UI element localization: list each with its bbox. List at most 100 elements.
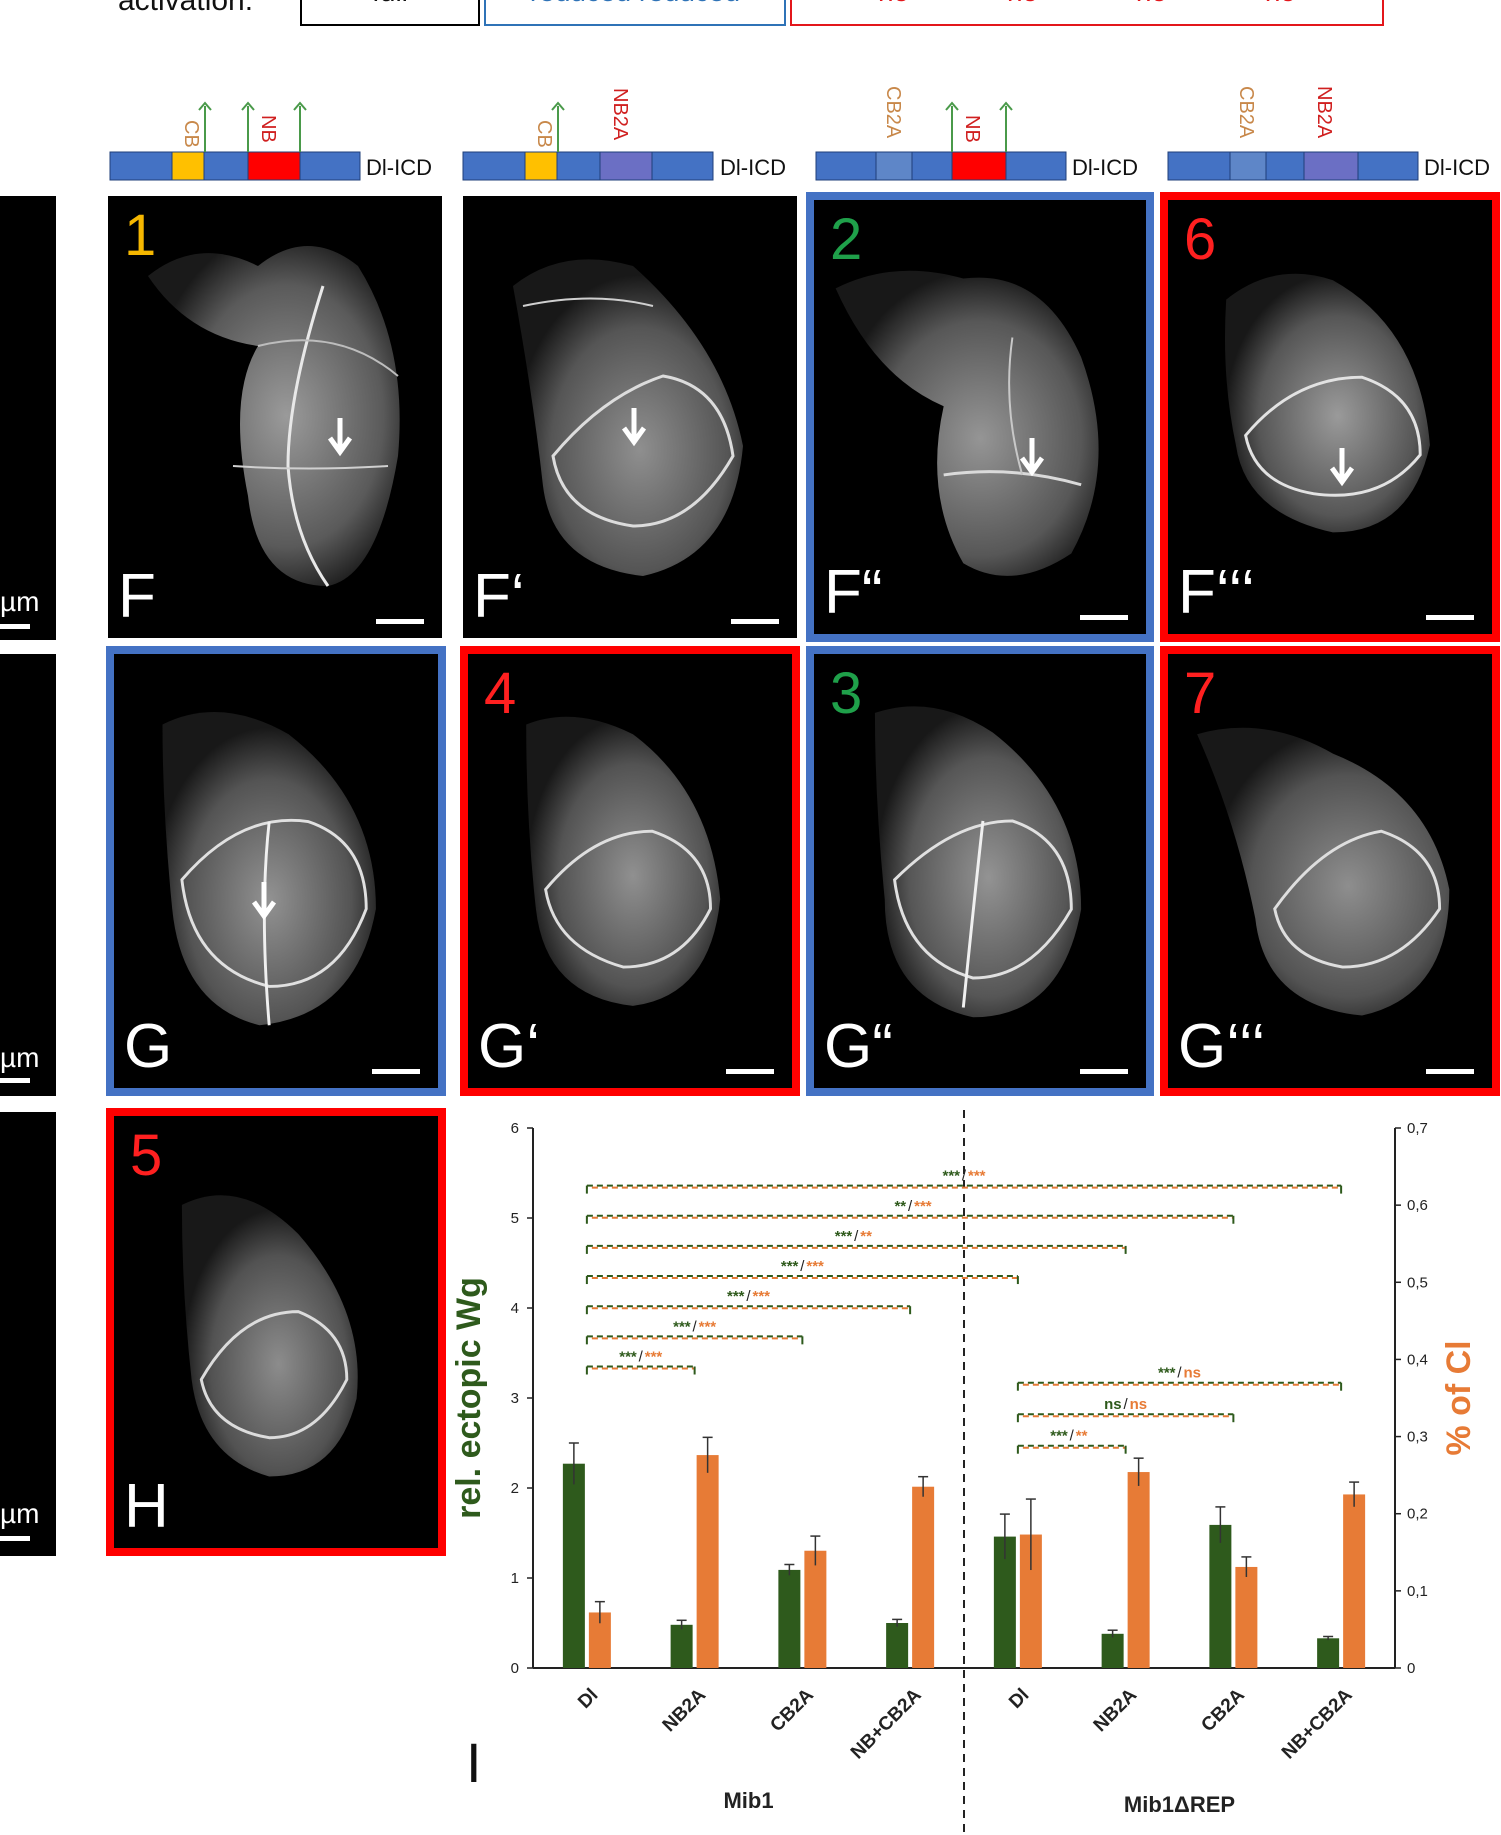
significance-label-green: ***	[673, 1318, 691, 1335]
significance-label-orange: ***	[806, 1258, 824, 1275]
panel-number: 5	[130, 1123, 163, 1188]
bar-green	[1101, 1633, 1124, 1668]
significance-label-orange: ***	[914, 1198, 932, 1215]
bar-orange	[804, 1550, 827, 1668]
bar-orange	[912, 1486, 935, 1668]
construct-name: Dl-ICD	[1072, 155, 1138, 180]
y2-axis-label: % of Cl	[1440, 1340, 1478, 1455]
activation-value: reduced	[530, 0, 631, 7]
x-tick-label: NB+CB2A	[847, 1684, 926, 1763]
significance-label-orange: ns	[1130, 1396, 1148, 1413]
image-panel-f-prime: F‘	[463, 196, 797, 638]
left-cropped-strip-2: µm	[0, 654, 56, 1096]
bar-chart: 0 1 2 3 4 5 6 0 0,1 0,2 0,3 0,4 0,5 0,6 0,7 rel. ectopi…	[450, 1110, 1478, 1835]
group-label: Mib1	[723, 1788, 773, 1813]
bar-green	[562, 1463, 585, 1668]
panel-number: 1	[124, 203, 157, 268]
panel-number: 2	[830, 207, 863, 272]
bar-green	[1209, 1524, 1232, 1668]
wing-disc-image	[148, 246, 400, 587]
arrow-icon	[327, 418, 353, 457]
x-tick-label: NB+CB2A	[1278, 1684, 1357, 1763]
significance-label-green: ***	[619, 1349, 637, 1366]
significance-label-green: ***	[1158, 1365, 1176, 1382]
scale-bar	[1080, 1069, 1128, 1074]
wing-disc-image	[526, 716, 721, 1006]
significance-separator: /	[1124, 1396, 1129, 1413]
image-panel-f: 1 F	[108, 196, 442, 638]
bar-orange	[696, 1455, 719, 1668]
scale-bar	[372, 1069, 420, 1074]
domain-label: CB2A	[882, 86, 904, 139]
activation-box-full: full	[300, 0, 480, 26]
significance-label-green: ***	[781, 1258, 799, 1275]
scale-bar	[1426, 1069, 1474, 1074]
construct-4: CB2A NB2A Dl-ICD	[1167, 86, 1490, 181]
significance-separator: /	[1177, 1365, 1182, 1382]
image-panel-f-double-prime: 2 F“	[806, 192, 1154, 642]
panel-number: 6	[1184, 207, 1217, 272]
activation-value: no	[1136, 0, 1167, 7]
image-panel-h: 5 H	[106, 1108, 446, 1556]
scale-bar	[1080, 615, 1128, 620]
arrow-icon	[1329, 448, 1355, 487]
significance-label-orange: ns	[1184, 1365, 1202, 1382]
chart-panel-label: I	[466, 1731, 482, 1794]
construct-3: CB2A NB Dl-ICD	[815, 86, 1138, 181]
construct-1: CB NB Dl-ICD	[109, 106, 432, 181]
activation-box-reduced: reduced reduced	[484, 0, 786, 26]
y2-tick-label: 0,7	[1407, 1120, 1428, 1137]
construct-schematics: CB NB Dl-ICD CB NB2A Dl-ICD CB2A NB Dl-I…	[109, 86, 1490, 181]
wing-disc-image	[513, 259, 743, 576]
x-tick-label: NB2A	[1090, 1684, 1142, 1736]
arrow-icon	[251, 882, 277, 921]
activation-box-no: no no no no	[790, 0, 1384, 26]
panel-label: G‘‘‘	[1178, 1012, 1266, 1081]
y-axis-label: rel. ectopic Wg	[450, 1277, 488, 1519]
domain-label: NB	[961, 115, 983, 143]
domain-label: CB	[180, 120, 202, 148]
y2-tick-label: 0,1	[1407, 1583, 1428, 1600]
significance-separator: /	[962, 1168, 967, 1185]
group-label: Mib1ΔREP	[1124, 1792, 1235, 1817]
significance-separator: /	[908, 1198, 913, 1215]
y-tick-label: 6	[511, 1120, 519, 1137]
significance-label-orange: ***	[968, 1168, 986, 1185]
significance-label-orange: **	[860, 1228, 872, 1245]
y-tick-label: 4	[511, 1300, 519, 1317]
construct-2: CB NB2A Dl-ICD	[462, 88, 786, 181]
y2-tick-label: 0	[1407, 1660, 1415, 1677]
scale-bar	[1426, 615, 1474, 620]
significance-label-green: ***	[727, 1288, 745, 1305]
arrow-icon	[621, 408, 647, 447]
panel-label: F‘	[473, 562, 525, 631]
x-tick-label: Dl	[574, 1685, 602, 1713]
scale-unit: µm	[0, 586, 40, 617]
y-tick-label: 5	[511, 1210, 519, 1227]
activation-value: no	[1265, 0, 1296, 7]
construct-name: Dl-ICD	[366, 155, 432, 180]
significance-label-orange: **	[1076, 1428, 1088, 1445]
bar-green	[1317, 1638, 1340, 1668]
significance-label-green: ***	[835, 1228, 853, 1245]
x-tick-label: NB2A	[659, 1684, 711, 1736]
bar-orange	[1019, 1534, 1042, 1668]
y-tick-label: 1	[511, 1570, 519, 1587]
domain-label: NB2A	[1313, 86, 1335, 139]
wing-disc-image	[1197, 727, 1450, 1016]
y2-tick-label: 0,3	[1407, 1429, 1428, 1446]
activation-value: full	[372, 0, 408, 7]
significance-separator: /	[1070, 1428, 1075, 1445]
activation-value: no	[1007, 0, 1038, 7]
domain-label: CB2A	[1235, 86, 1257, 139]
activation-value: no	[878, 0, 909, 7]
y-tick-label: 3	[511, 1390, 519, 1407]
panel-label: F‘‘‘	[1178, 558, 1255, 627]
activation-label: activation:	[118, 0, 254, 17]
significance-label-green: ***	[1050, 1428, 1068, 1445]
bar-orange	[588, 1612, 611, 1668]
scale-bar	[731, 619, 779, 624]
significance-separator: /	[800, 1258, 805, 1275]
panel-number: 4	[484, 661, 517, 726]
bar-orange	[1343, 1494, 1366, 1668]
